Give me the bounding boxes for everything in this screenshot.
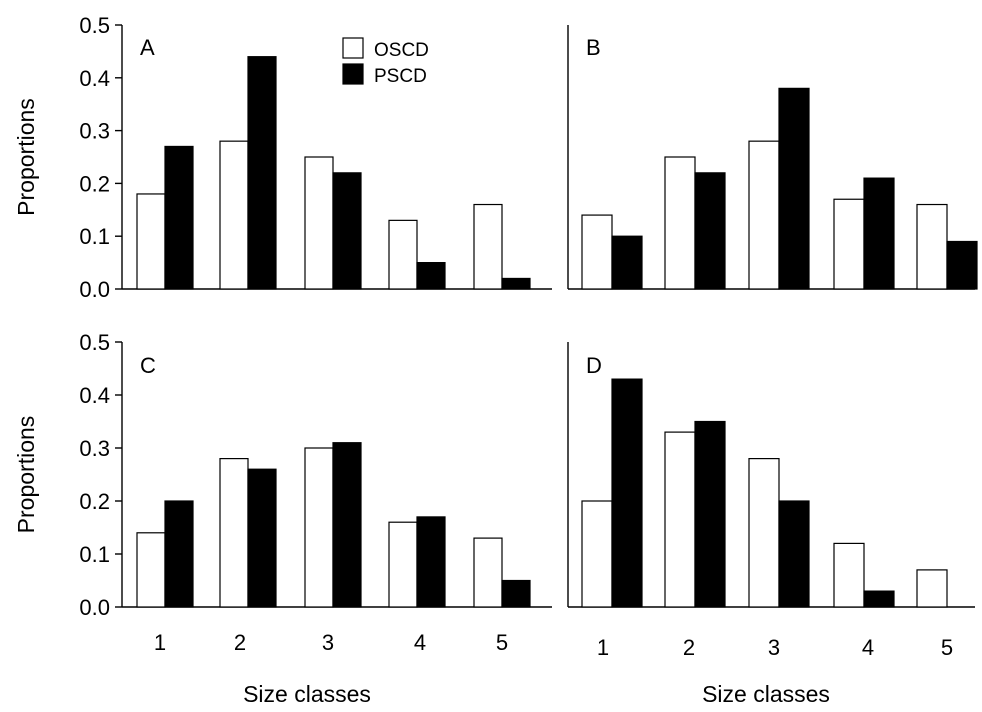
bar-pscd-class-1 — [164, 500, 194, 608]
bar-pscd-class-5 — [501, 277, 531, 290]
bar-pscd-class-1 — [611, 378, 643, 608]
bar-oscd-class-4 — [388, 521, 418, 608]
panel-d: D 1 2 3 4 5 Size classes — [567, 342, 975, 707]
bar-oscd-class-4 — [833, 542, 865, 608]
bar-pscd-class-2 — [247, 56, 277, 290]
bar-oscd-class-1 — [136, 193, 166, 290]
x-tick-label: 5 — [941, 635, 953, 660]
bar-oscd-class-5 — [473, 537, 503, 608]
bar-oscd-class-2 — [664, 431, 696, 608]
bar-oscd-class-4 — [833, 198, 865, 290]
panel-letter: D — [586, 353, 602, 378]
legend-swatch-pscd — [342, 63, 364, 85]
bar-pscd-class-5 — [946, 240, 978, 290]
x-tick-label: 2 — [234, 630, 246, 655]
y-tick-label: 0.0 — [79, 595, 110, 620]
legend-item-pscd: PSCD — [342, 63, 427, 87]
bar-pscd-class-4 — [863, 590, 895, 608]
x-tick-label: 2 — [683, 635, 695, 660]
bar-pscd-class-4 — [416, 262, 446, 290]
bar-oscd-class-1 — [136, 532, 166, 608]
panel-letter: B — [586, 35, 601, 60]
bar-oscd-class-3 — [748, 140, 780, 290]
panel-b: B — [567, 25, 978, 290]
y-tick-label: 0.5 — [79, 13, 110, 38]
bar-pscd-class-2 — [694, 420, 726, 608]
x-axis-title: Size classes — [243, 681, 371, 707]
x-tick-label: 3 — [768, 635, 780, 660]
bar-oscd-class-1 — [581, 500, 613, 608]
bar-oscd-class-5 — [916, 203, 948, 290]
y-tick-label: 0.1 — [79, 542, 110, 567]
x-tick-label: 1 — [154, 630, 166, 655]
y-tick-label: 0.1 — [79, 224, 110, 249]
x-tick-label: 4 — [862, 635, 874, 660]
x-axis-title: Size classes — [702, 681, 830, 707]
legend: OSCD PSCD — [342, 37, 429, 87]
legend-item-oscd: OSCD — [342, 37, 429, 61]
bar-oscd-class-2 — [664, 156, 696, 290]
y-tick-label: 0.3 — [79, 436, 110, 461]
bar-pscd-class-4 — [416, 516, 446, 608]
bar-pscd-class-3 — [778, 500, 810, 608]
legend-swatch-oscd — [342, 37, 364, 59]
panel-a: 0.0 0.1 0.2 0.3 0.4 0.5 Proportions A — [13, 13, 552, 302]
legend-label: OSCD — [374, 40, 429, 61]
y-tick-label: 0.2 — [79, 489, 110, 514]
y-tick-label: 0.4 — [79, 66, 110, 91]
bar-pscd-class-2 — [694, 172, 726, 290]
bar-pscd-class-3 — [332, 442, 362, 608]
bar-pscd-class-5 — [501, 579, 531, 608]
bar-oscd-class-3 — [304, 156, 334, 290]
bar-oscd-class-1 — [581, 214, 613, 290]
bar-oscd-class-2 — [219, 458, 249, 608]
y-tick-label: 0.4 — [79, 383, 110, 408]
x-tick-label: 5 — [496, 630, 508, 655]
y-tick-label: 0.2 — [79, 171, 110, 196]
bar-oscd-class-2 — [219, 140, 249, 290]
bar-oscd-class-5 — [473, 203, 503, 290]
bar-oscd-class-3 — [304, 447, 334, 608]
bar-oscd-class-3 — [748, 458, 780, 608]
bar-pscd-class-2 — [247, 468, 277, 608]
x-tick-label: 1 — [597, 635, 609, 660]
bar-pscd-class-1 — [611, 235, 643, 290]
y-tick-label: 0.5 — [79, 330, 110, 355]
bar-oscd-class-5 — [916, 569, 948, 608]
panel-letter: C — [140, 353, 156, 378]
bar-pscd-class-3 — [332, 172, 362, 290]
panel-c: 0.0 0.1 0.2 0.3 0.4 0.5 Proportions C 1 2 3 4 5 Size … — [13, 330, 552, 707]
y-tick-label: 0.3 — [79, 119, 110, 144]
bar-pscd-class-4 — [863, 177, 895, 290]
bar-oscd-class-4 — [388, 219, 418, 290]
bar-pscd-class-1 — [164, 145, 194, 290]
legend-label: PSCD — [374, 66, 427, 87]
y-axis-title: Proportions — [13, 416, 39, 534]
y-tick-label: 0.0 — [79, 277, 110, 302]
panel-letter: A — [140, 35, 155, 60]
x-tick-label: 3 — [322, 630, 334, 655]
y-axis-title: Proportions — [13, 98, 39, 216]
x-tick-label: 4 — [414, 630, 426, 655]
bar-pscd-class-3 — [778, 87, 810, 290]
